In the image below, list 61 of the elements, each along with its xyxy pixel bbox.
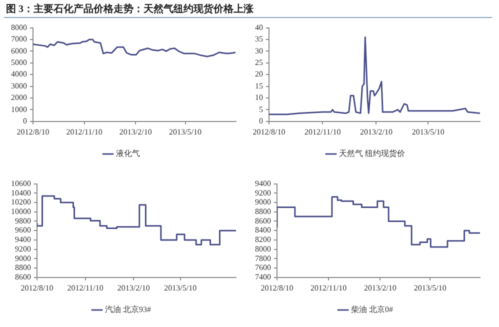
y-tick-label: 5 (259, 104, 263, 114)
y-tick-label: 9000 (15, 254, 31, 263)
y-tick-label: 7000 (11, 34, 27, 44)
x-tick-label: 2012/11/10 (66, 127, 102, 136)
y-tick-label: 8800 (255, 206, 271, 216)
y-tick-label: 9800 (15, 216, 31, 226)
legend-label: 柴油 北京0# (351, 305, 393, 314)
y-tick-label: 10 (255, 93, 263, 102)
x-tick-label: 2012/11/10 (310, 283, 347, 292)
y-tick-label: 15 (255, 81, 263, 90)
y-tick-label: 9600 (15, 226, 31, 235)
x-tick-label: 2012/8/10 (260, 283, 294, 292)
y-tick-label: 4000 (11, 70, 27, 79)
x-tick-label: 2012/8/10 (252, 127, 286, 136)
x-tick-label: 2013/2/10 (364, 283, 396, 292)
y-tick-label: 6000 (11, 46, 27, 56)
x-tick-label: 2012/8/10 (20, 283, 54, 292)
x-tick-label: 2013/2/10 (117, 283, 150, 292)
y-tick-label: 3000 (11, 81, 27, 90)
legend-label: 天然气 纽约现货价 (339, 149, 405, 158)
x-tick-label: 2013/2/10 (119, 127, 152, 136)
x-tick-label: 2013/5/10 (164, 283, 197, 292)
y-tick-label: 8600 (255, 216, 271, 226)
x-tick-label: 2012/11/10 (67, 283, 104, 292)
x-tick-label: 2012/8/10 (16, 127, 50, 136)
y-tick-label: 9000 (255, 198, 271, 207)
y-tick-label: 7400 (255, 272, 271, 282)
y-tick-label: 2000 (11, 93, 27, 102)
y-tick-label: 0 (259, 116, 263, 126)
y-tick-label: 7800 (255, 254, 271, 263)
y-tick-label: 9200 (15, 244, 31, 254)
y-tick-label: 40 (255, 22, 263, 32)
y-tick-label: 10400 (11, 188, 31, 198)
x-tick-label: 2013/2/10 (360, 127, 392, 136)
x-tick-label: 2013/5/10 (412, 127, 444, 136)
legend-label: 液化气 (116, 149, 140, 158)
y-tick-label: 10600 (11, 178, 31, 188)
y-tick-label: 10000 (11, 206, 31, 216)
y-tick-label: 0 (23, 116, 27, 126)
legend-label: 汽油 北京93# (105, 305, 151, 314)
y-tick-label: 1000 (11, 104, 27, 114)
x-tick-label: 2013/5/10 (414, 283, 446, 292)
x-tick-label: 2013/5/10 (169, 127, 202, 136)
x-tick-label: 2012/11/10 (304, 127, 341, 136)
y-tick-label: 8400 (255, 226, 271, 235)
y-tick-label: 5000 (11, 58, 27, 67)
y-tick-label: 7600 (255, 263, 271, 272)
y-tick-label: 9400 (15, 235, 31, 244)
y-tick-label: 9400 (255, 178, 271, 188)
y-tick-label: 8800 (15, 263, 31, 272)
y-tick-label: 25 (255, 58, 263, 67)
y-tick-label: 8000 (255, 244, 271, 254)
y-tick-label: 9200 (255, 188, 271, 198)
y-tick-label: 30 (255, 46, 263, 56)
y-tick-label: 8000 (11, 22, 27, 32)
chart-title: 图 3：主要石化产品价格走势：天然气纽约现货价格上涨 (6, 2, 254, 16)
y-tick-label: 35 (255, 34, 263, 44)
y-tick-label: 10200 (11, 198, 31, 207)
y-tick-label: 8600 (15, 272, 31, 282)
y-tick-label: 20 (255, 70, 263, 79)
y-tick-label: 8200 (255, 235, 271, 244)
